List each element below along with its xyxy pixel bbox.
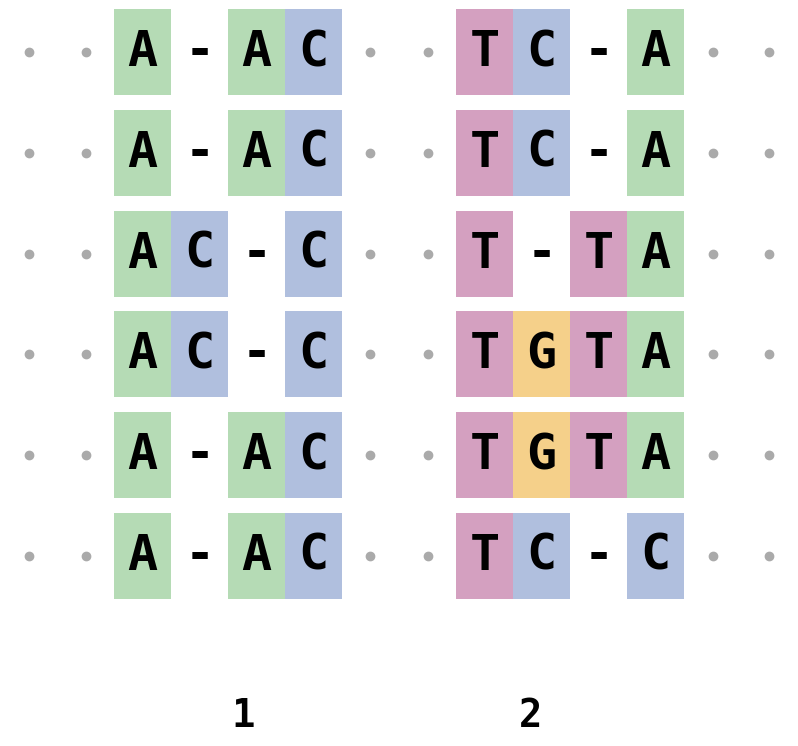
FancyBboxPatch shape [627,412,684,498]
Text: A: A [242,129,271,177]
Text: T: T [469,28,500,76]
Text: A: A [641,129,670,177]
FancyBboxPatch shape [114,9,171,95]
Text: T: T [469,129,500,177]
Text: -: - [184,129,215,177]
FancyBboxPatch shape [456,9,513,95]
FancyBboxPatch shape [513,110,570,195]
FancyBboxPatch shape [627,110,684,195]
FancyBboxPatch shape [285,513,342,598]
Text: T: T [469,532,500,580]
FancyBboxPatch shape [570,210,627,296]
FancyBboxPatch shape [228,513,285,598]
FancyBboxPatch shape [513,312,570,397]
FancyBboxPatch shape [456,513,513,598]
Text: A: A [641,330,670,378]
FancyBboxPatch shape [285,210,342,296]
Text: C: C [298,28,329,76]
Text: -: - [184,28,215,76]
FancyBboxPatch shape [513,9,570,95]
Text: A: A [128,28,157,76]
FancyBboxPatch shape [114,312,171,397]
Text: A: A [641,28,670,76]
Text: A: A [128,129,157,177]
Text: 2: 2 [519,698,543,735]
FancyBboxPatch shape [171,312,228,397]
Text: C: C [298,129,329,177]
Text: A: A [641,230,670,278]
Text: -: - [184,532,215,580]
Text: -: - [527,230,556,278]
Text: T: T [583,330,614,378]
FancyBboxPatch shape [285,9,342,95]
Text: T: T [583,230,614,278]
Text: C: C [298,431,329,479]
Text: C: C [184,330,215,378]
FancyBboxPatch shape [456,210,513,296]
FancyBboxPatch shape [171,210,228,296]
Text: C: C [184,230,215,278]
Text: 1: 1 [231,698,255,735]
Text: T: T [469,330,500,378]
Text: G: G [527,431,556,479]
FancyBboxPatch shape [285,110,342,195]
FancyBboxPatch shape [114,412,171,498]
FancyBboxPatch shape [285,412,342,498]
Text: -: - [242,230,271,278]
FancyBboxPatch shape [570,312,627,397]
Text: -: - [583,129,614,177]
FancyBboxPatch shape [456,312,513,397]
Text: -: - [242,330,271,378]
Text: A: A [128,330,157,378]
FancyBboxPatch shape [228,9,285,95]
FancyBboxPatch shape [627,9,684,95]
Text: G: G [527,330,556,378]
FancyBboxPatch shape [627,513,684,598]
FancyBboxPatch shape [627,210,684,296]
Text: A: A [128,230,157,278]
Text: -: - [583,532,614,580]
Text: -: - [583,28,614,76]
Text: A: A [641,431,670,479]
Text: A: A [128,431,157,479]
FancyBboxPatch shape [285,312,342,397]
Text: C: C [298,330,329,378]
FancyBboxPatch shape [627,312,684,397]
FancyBboxPatch shape [513,513,570,598]
FancyBboxPatch shape [570,412,627,498]
FancyBboxPatch shape [114,110,171,195]
Text: C: C [527,129,556,177]
FancyBboxPatch shape [456,412,513,498]
Text: T: T [469,230,500,278]
Text: C: C [527,532,556,580]
Text: A: A [128,532,157,580]
FancyBboxPatch shape [114,513,171,598]
Text: C: C [298,532,329,580]
FancyBboxPatch shape [114,210,171,296]
Text: C: C [527,28,556,76]
FancyBboxPatch shape [513,412,570,498]
Text: C: C [298,230,329,278]
Text: T: T [469,431,500,479]
FancyBboxPatch shape [456,110,513,195]
Text: C: C [641,532,670,580]
FancyBboxPatch shape [228,110,285,195]
Text: A: A [242,532,271,580]
Text: A: A [242,28,271,76]
FancyBboxPatch shape [228,412,285,498]
Text: T: T [583,431,614,479]
Text: -: - [184,431,215,479]
Text: A: A [242,431,271,479]
